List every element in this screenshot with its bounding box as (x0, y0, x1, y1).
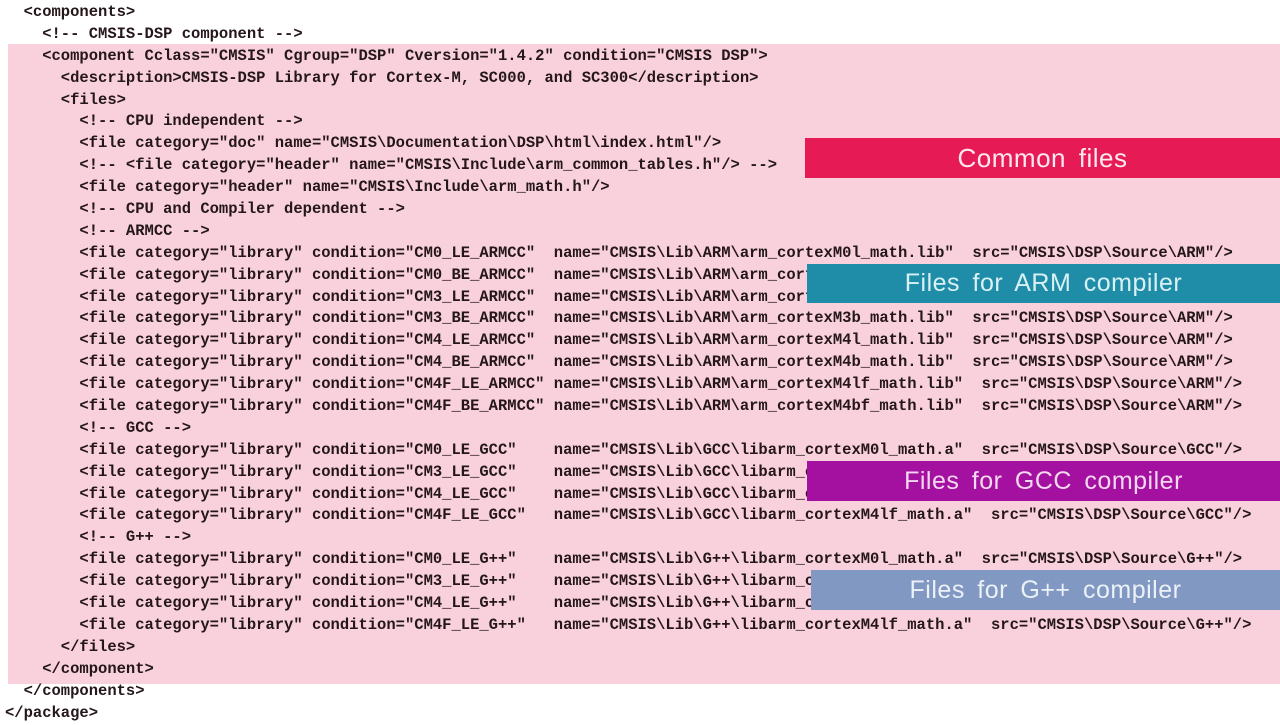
code-line: <file category="library" condition="CM0_… (5, 440, 1243, 459)
banner-common-files: Common files (805, 138, 1280, 178)
code-line: <!-- CMSIS-DSP component --> (5, 24, 303, 43)
code-line: </package> (5, 703, 99, 722)
banner-gpp-compiler-files: Files for G++ compiler (811, 570, 1280, 610)
code-line: <file category="library" condition="CM4F… (5, 506, 1252, 525)
code-line: <file category="library" condition="CM0_… (5, 550, 1243, 569)
code-line: <file category="library" condition="CM4F… (5, 375, 1243, 394)
code-line: <!-- CPU independent --> (5, 112, 303, 131)
code-line: <file category="library" condition="CM0_… (5, 243, 1233, 262)
code-line: <file category="library" condition="CM4_… (5, 353, 1233, 372)
code-line: <description>CMSIS-DSP Library for Corte… (5, 68, 759, 87)
code-line: <files> (5, 90, 126, 109)
code-line: </components> (5, 681, 145, 700)
banner-gcc-compiler-files: Files for GCC compiler (807, 461, 1280, 501)
code-line: <file category="doc" name="CMSIS\Documen… (5, 134, 722, 153)
code-line: </component> (5, 659, 154, 678)
code-block: <components> <!-- CMSIS-DSP component --… (5, 2, 1280, 724)
code-line: <file category="library" condition="CM4_… (5, 331, 1233, 350)
code-line: <file category="library" condition="CM4F… (5, 615, 1252, 634)
banner-gcc-compiler-files-label: Files for GCC compiler (904, 466, 1183, 495)
code-line: <component Cclass="CMSIS" Cgroup="DSP" C… (5, 46, 768, 65)
banner-arm-compiler-files: Files for ARM compiler (807, 264, 1280, 303)
code-line: <!-- GCC --> (5, 418, 192, 437)
code-line: </files> (5, 637, 136, 656)
code-line: <components> (5, 3, 136, 21)
banner-gpp-compiler-files-label: Files for G++ compiler (909, 575, 1182, 604)
code-line: <file category="library" condition="CM4F… (5, 397, 1243, 416)
code-line: <!-- ARMCC --> (5, 221, 210, 240)
banner-common-files-label: Common files (957, 142, 1128, 173)
code-line: <!-- CPU and Compiler dependent --> (5, 200, 405, 219)
code-line: <file category="header" name="CMSIS\Incl… (5, 178, 610, 197)
code-line: <!-- <file category="header" name="CMSIS… (5, 156, 778, 175)
code-line: <!-- G++ --> (5, 528, 192, 547)
banner-arm-compiler-files-label: Files for ARM compiler (904, 269, 1183, 297)
code-line: <file category="library" condition="CM3_… (5, 309, 1233, 328)
